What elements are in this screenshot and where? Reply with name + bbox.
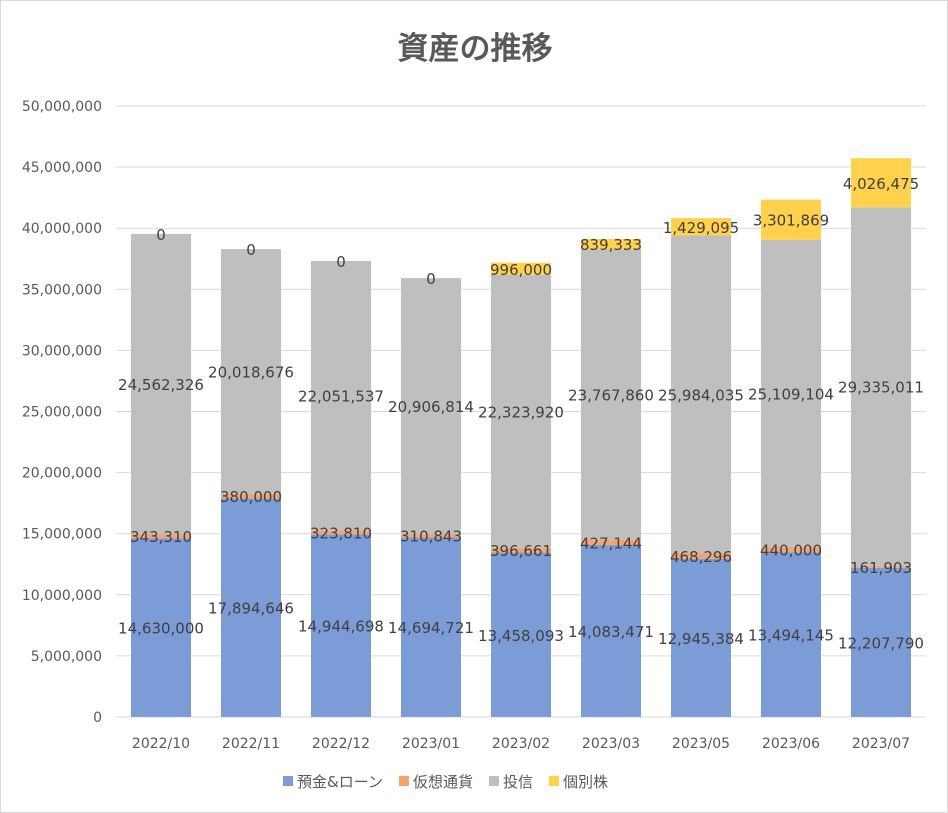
- bar-segment: [851, 158, 911, 208]
- legend-label: 投信: [503, 773, 533, 791]
- data-label: 0: [426, 270, 436, 288]
- bar-segment: [851, 565, 911, 568]
- bar-segment: [581, 238, 641, 250]
- data-label: 14,944,698: [298, 618, 384, 636]
- data-label: 323,810: [310, 524, 372, 542]
- x-tick-label: 2022/12: [312, 736, 370, 752]
- x-tick-label: 2022/10: [132, 736, 190, 752]
- bar-segment: [491, 547, 551, 553]
- bar-segment: [131, 538, 191, 717]
- data-label: 25,109,104: [748, 385, 834, 403]
- y-tick-label: 30,000,000: [22, 343, 102, 359]
- bar-segment: [401, 533, 461, 538]
- bar-segment: [311, 530, 371, 535]
- x-tick-label: 2023/02: [492, 736, 550, 752]
- data-label: 23,767,860: [568, 386, 654, 404]
- bar-segment: [311, 534, 371, 717]
- bar-segment: [221, 498, 281, 717]
- bar-segment: [851, 567, 911, 717]
- data-label: 440,000: [760, 541, 822, 559]
- bar-segment: [761, 546, 821, 553]
- bar-segment: [311, 260, 371, 531]
- data-label: 17,894,646: [208, 600, 294, 618]
- data-label: 0: [246, 241, 256, 259]
- data-label: 12,945,384: [658, 630, 744, 648]
- bar-segment: [581, 544, 641, 717]
- bar-segment: [491, 274, 551, 548]
- legend-label: 預金&ローン: [297, 773, 383, 791]
- legend-label: 仮想通貨: [413, 773, 473, 791]
- data-label: 20,906,814: [388, 398, 474, 416]
- data-label: 29,335,011: [838, 379, 924, 397]
- data-label: 839,333: [580, 236, 642, 254]
- y-tick-label: 25,000,000: [22, 405, 102, 421]
- x-tick-label: 2023/07: [852, 736, 910, 752]
- data-label: 996,000: [490, 261, 552, 279]
- bar-segment: [131, 534, 191, 539]
- data-label: 427,144: [580, 534, 642, 552]
- data-label: 14,083,471: [568, 623, 654, 641]
- x-tick-label: 2023/03: [582, 736, 640, 752]
- y-tick-label: 20,000,000: [22, 466, 102, 482]
- legend-swatch: [283, 776, 293, 786]
- chart-title: 資産の推移: [397, 31, 553, 67]
- bar-segment: [851, 207, 911, 566]
- data-label: 4,026,475: [843, 175, 919, 193]
- data-label: 0: [156, 226, 166, 244]
- bar-segment: [671, 553, 731, 559]
- y-tick-label: 45,000,000: [22, 160, 102, 176]
- data-label: 25,984,035: [658, 386, 744, 404]
- legend-swatch: [488, 776, 499, 786]
- y-tick-label: 50,000,000: [22, 99, 102, 115]
- data-label: 0: [336, 253, 346, 271]
- bar-segment: [761, 552, 821, 717]
- y-tick-label: 5,000,000: [31, 649, 102, 665]
- data-label: 343,310: [130, 528, 192, 546]
- bar-segment: [671, 558, 731, 717]
- legend-swatch: [398, 776, 409, 786]
- bar-segment: [491, 262, 551, 275]
- data-label: 468,296: [670, 548, 732, 566]
- bar-segment: [671, 218, 731, 236]
- data-label: 3,301,869: [753, 212, 829, 230]
- data-label: 14,630,000: [118, 620, 204, 638]
- y-tick-label: 15,000,000: [22, 527, 102, 543]
- data-label: 396,661: [490, 542, 552, 560]
- data-label: 1,429,095: [663, 219, 739, 237]
- data-label: 24,562,326: [118, 376, 204, 394]
- legend-swatch: [548, 776, 559, 786]
- bar-segment: [581, 249, 641, 540]
- data-label: 22,323,920: [478, 403, 564, 421]
- data-label: 161,903: [850, 559, 912, 577]
- bar-segment: [761, 199, 821, 240]
- data-label: 13,458,093: [478, 627, 564, 645]
- bar-segment: [491, 552, 551, 717]
- data-label: 13,494,145: [748, 627, 834, 645]
- bar-segment: [761, 239, 821, 547]
- bar-segment: [671, 235, 731, 554]
- data-label: 12,207,790: [838, 634, 924, 652]
- bar-segment: [401, 278, 461, 534]
- data-label: 380,000: [220, 488, 282, 506]
- data-label: 14,694,721: [388, 619, 474, 637]
- x-tick-label: 2023/05: [672, 736, 730, 752]
- bar-segment: [401, 537, 461, 717]
- y-tick-label: 10,000,000: [22, 588, 102, 604]
- y-tick-label: 35,000,000: [22, 282, 102, 298]
- bar-segment: [221, 493, 281, 499]
- bar-segment: [131, 233, 191, 535]
- x-tick-label: 2022/11: [222, 736, 280, 752]
- legend-label: 個別株: [563, 773, 608, 791]
- data-label: 310,843: [400, 528, 462, 546]
- y-tick-label: 40,000,000: [22, 221, 102, 237]
- data-label: 22,051,537: [298, 388, 384, 406]
- data-label: 20,018,676: [208, 363, 294, 381]
- y-tick-label: 0: [93, 710, 102, 726]
- x-tick-label: 2023/06: [762, 736, 820, 752]
- bar-segment: [581, 539, 641, 545]
- bar-segment: [221, 249, 281, 494]
- x-tick-label: 2023/01: [402, 736, 460, 752]
